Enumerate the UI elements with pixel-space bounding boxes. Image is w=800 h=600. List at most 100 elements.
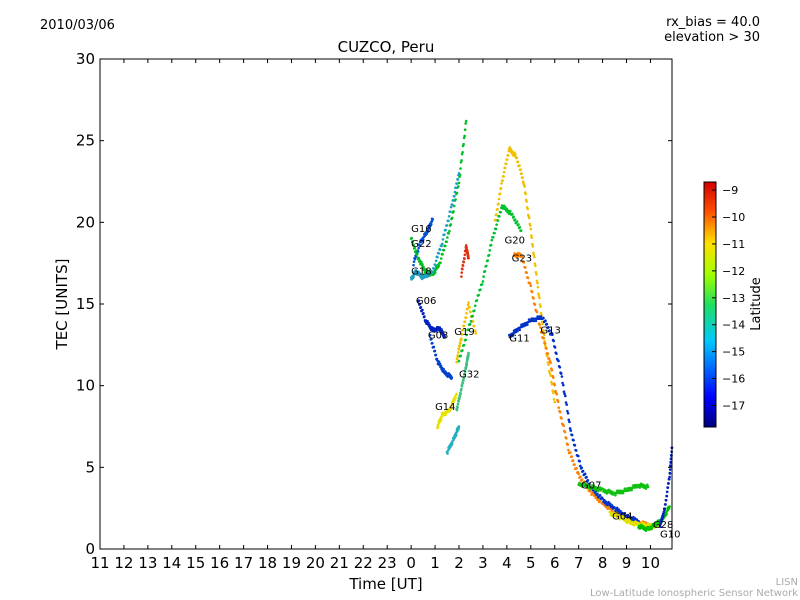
data-point [548, 372, 552, 375]
data-point [457, 185, 460, 188]
data-point [445, 224, 449, 227]
data-point [439, 257, 443, 260]
data-point [457, 427, 460, 431]
data-point [454, 186, 458, 190]
data-point [539, 311, 543, 315]
data-point [666, 486, 670, 489]
data-point [628, 519, 632, 522]
data-point [456, 178, 460, 181]
data-point [660, 520, 663, 523]
data-point [598, 493, 602, 497]
x-tick-label: 23 [378, 554, 397, 572]
data-point [468, 322, 472, 326]
data-point [566, 411, 570, 415]
series-g03 [428, 333, 454, 380]
data-point [555, 352, 558, 355]
data-point [451, 203, 454, 206]
data-point [547, 357, 551, 361]
data-point [560, 375, 564, 378]
data-point [493, 231, 496, 235]
data-point [508, 209, 512, 213]
data-point [569, 451, 572, 454]
data-point [545, 354, 549, 358]
data-point [477, 293, 480, 297]
data-point [496, 207, 499, 211]
data-point [473, 304, 477, 308]
data-point [421, 308, 424, 312]
data-point [533, 262, 537, 265]
data-point [664, 503, 667, 506]
data-point [538, 323, 541, 326]
data-point [562, 424, 565, 428]
data-point [467, 256, 470, 260]
data-point [540, 320, 544, 324]
data-point [603, 498, 606, 502]
data-point [439, 418, 443, 421]
data-point [601, 497, 604, 500]
data-point [534, 264, 537, 268]
data-point [669, 461, 673, 464]
data-point [506, 154, 510, 157]
data-point [505, 158, 509, 161]
data-point [462, 379, 465, 382]
data-point [457, 351, 460, 354]
data-point [668, 475, 671, 479]
data-point [464, 122, 467, 125]
data-point [446, 236, 449, 239]
data-point [516, 329, 519, 333]
data-point [466, 307, 469, 311]
data-point [444, 228, 447, 232]
data-point [442, 367, 445, 371]
data-point [452, 210, 455, 213]
data-point [422, 265, 425, 268]
data-point [515, 220, 519, 223]
data-point [566, 443, 570, 446]
data-point [579, 464, 582, 468]
data-point [499, 187, 503, 190]
colorbar-tick-label: −12 [722, 265, 745, 278]
colorbar-tick-label: −13 [722, 292, 745, 305]
data-point [502, 170, 506, 174]
data-point [447, 232, 451, 235]
data-point [434, 353, 438, 357]
data-point [456, 406, 459, 409]
data-point [442, 248, 446, 252]
data-point [460, 271, 464, 274]
data-point [474, 332, 478, 335]
data-point [586, 479, 590, 482]
data-point [467, 301, 470, 304]
data-point [412, 276, 415, 279]
data-point [539, 315, 543, 318]
y-tick-label: 5 [85, 458, 95, 476]
data-point [570, 433, 574, 437]
data-point [468, 305, 471, 309]
series-g32 [455, 351, 470, 412]
data-point [553, 400, 557, 404]
data-point [530, 234, 533, 237]
data-point [572, 438, 575, 442]
data-point [434, 263, 437, 267]
data-point [430, 337, 433, 341]
x-tick-label: 13 [138, 554, 157, 572]
data-point [434, 329, 438, 333]
data-point [436, 425, 440, 429]
colorbar-tick-label: −16 [722, 373, 745, 386]
data-point [538, 303, 542, 306]
data-point [655, 524, 659, 527]
data-point [467, 328, 470, 331]
data-point [434, 259, 438, 263]
data-point [542, 336, 546, 340]
satellite-label-g23: G23 [512, 254, 532, 265]
colorbar-label: Latitude [749, 277, 764, 331]
data-point [564, 401, 568, 404]
data-point [589, 490, 592, 493]
y-tick-label: 30 [76, 50, 95, 68]
data-point [456, 354, 460, 358]
data-point [607, 500, 610, 504]
data-point [539, 326, 542, 329]
data-point [438, 362, 442, 366]
data-point [488, 249, 492, 252]
data-point [449, 205, 453, 209]
data-point [650, 527, 653, 531]
data-point [445, 240, 448, 244]
